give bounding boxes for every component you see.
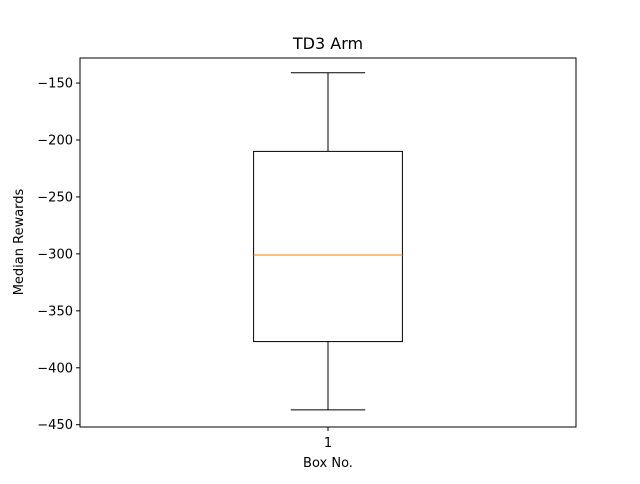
chart-title: TD3 Arm bbox=[292, 34, 363, 53]
x-axis-label: Box No. bbox=[303, 456, 353, 471]
boxplot-group bbox=[253, 72, 403, 411]
y-tick-label: −400 bbox=[37, 361, 73, 376]
y-tick-label: −250 bbox=[37, 190, 73, 205]
y-tick-label: −350 bbox=[37, 304, 73, 319]
y-tick-label: −450 bbox=[37, 418, 73, 433]
y-tick-label: −300 bbox=[37, 247, 73, 262]
y-axis-ticks: −150 −200 −250 −300 −350 −400 −450 bbox=[37, 77, 80, 433]
y-tick-label: −150 bbox=[37, 77, 73, 92]
y-axis-label: Median Rewards bbox=[12, 188, 27, 295]
x-axis-ticks: 1 bbox=[324, 427, 332, 451]
box-iqr bbox=[253, 150, 403, 343]
plot-frame bbox=[79, 57, 577, 428]
x-tick-label: 1 bbox=[324, 436, 332, 451]
y-tick-label: −200 bbox=[37, 134, 73, 149]
